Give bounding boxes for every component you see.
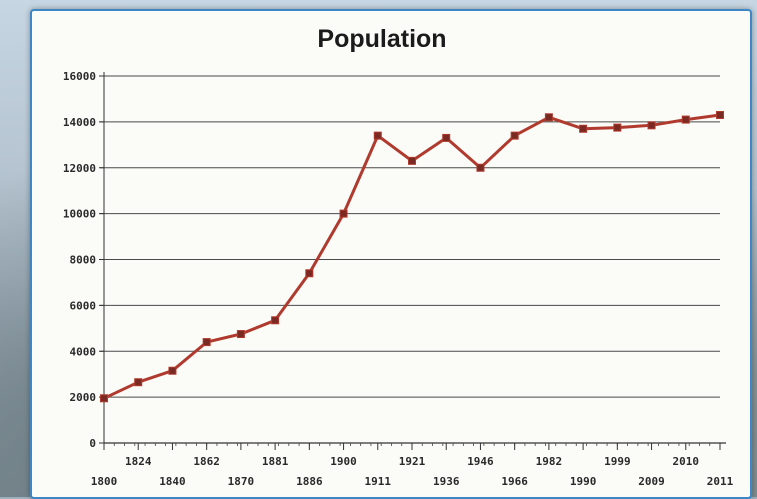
data-point [134, 378, 143, 387]
x-tick-label: 2010 [673, 455, 700, 468]
y-tick-label: 14000 [63, 116, 96, 129]
data-point [202, 338, 211, 347]
data-point [373, 131, 382, 140]
x-tick-label: 1982 [536, 455, 563, 468]
data-point [271, 316, 280, 325]
data-point [305, 269, 314, 278]
data-point [339, 209, 348, 218]
x-tick-label: 1870 [228, 475, 255, 488]
x-tick-label: 1936 [433, 475, 460, 488]
population-chart: Population 0 2000 4000 6000 8000 10000 12000 14… [63, 25, 734, 488]
data-point [647, 121, 656, 130]
x-axis: 1800 1824 1840 1862 1870 1881 1886 1900 1911 1921… [91, 72, 734, 488]
data-point [236, 330, 245, 339]
data-point [510, 131, 519, 140]
data-point [442, 133, 451, 142]
y-tick-label: 12000 [63, 162, 96, 175]
x-tick-label: 2009 [638, 475, 665, 488]
y-tick-label: 10000 [63, 208, 96, 221]
data-point [613, 123, 622, 132]
data-point [544, 113, 553, 122]
y-tick-label: 2000 [70, 391, 97, 404]
x-tick-label: 1999 [604, 455, 631, 468]
x-tick-label: 1966 [501, 475, 528, 488]
data-point [168, 366, 177, 375]
x-tick-label: 1990 [570, 475, 597, 488]
x-tick-label: 1824 [125, 455, 152, 468]
x-tick-label: 1800 [91, 475, 118, 488]
x-tick-label: 1840 [159, 475, 186, 488]
data-point [579, 124, 588, 133]
y-tick-label: 6000 [70, 299, 97, 312]
chart-panel: Population 0 2000 4000 6000 8000 10000 12000 14… [30, 9, 752, 499]
y-tick-label: 8000 [70, 254, 97, 267]
data-point [476, 163, 485, 172]
y-tick-label: 0 [89, 437, 96, 450]
x-tick-label: 1946 [467, 455, 494, 468]
chart-title: Population [317, 25, 446, 53]
data-point [408, 156, 416, 165]
x-tick-label: 1886 [296, 475, 323, 488]
data-point [681, 115, 690, 124]
y-axis-ticks: 0 2000 4000 6000 8000 10000 12000 14000 16000 [63, 70, 104, 450]
x-tick-label: 2011 [707, 475, 734, 488]
series-population [100, 110, 724, 403]
data-point [716, 110, 724, 119]
data-point [100, 394, 108, 403]
x-tick-label: 1862 [193, 455, 220, 468]
x-tick-label: 1921 [399, 455, 426, 468]
x-tick-label: 1911 [365, 475, 392, 488]
y-tick-label: 16000 [63, 70, 96, 83]
x-tick-label: 1900 [330, 455, 357, 468]
y-tick-label: 4000 [70, 345, 97, 358]
x-tick-label: 1881 [262, 455, 289, 468]
grid-lines [100, 75, 720, 398]
